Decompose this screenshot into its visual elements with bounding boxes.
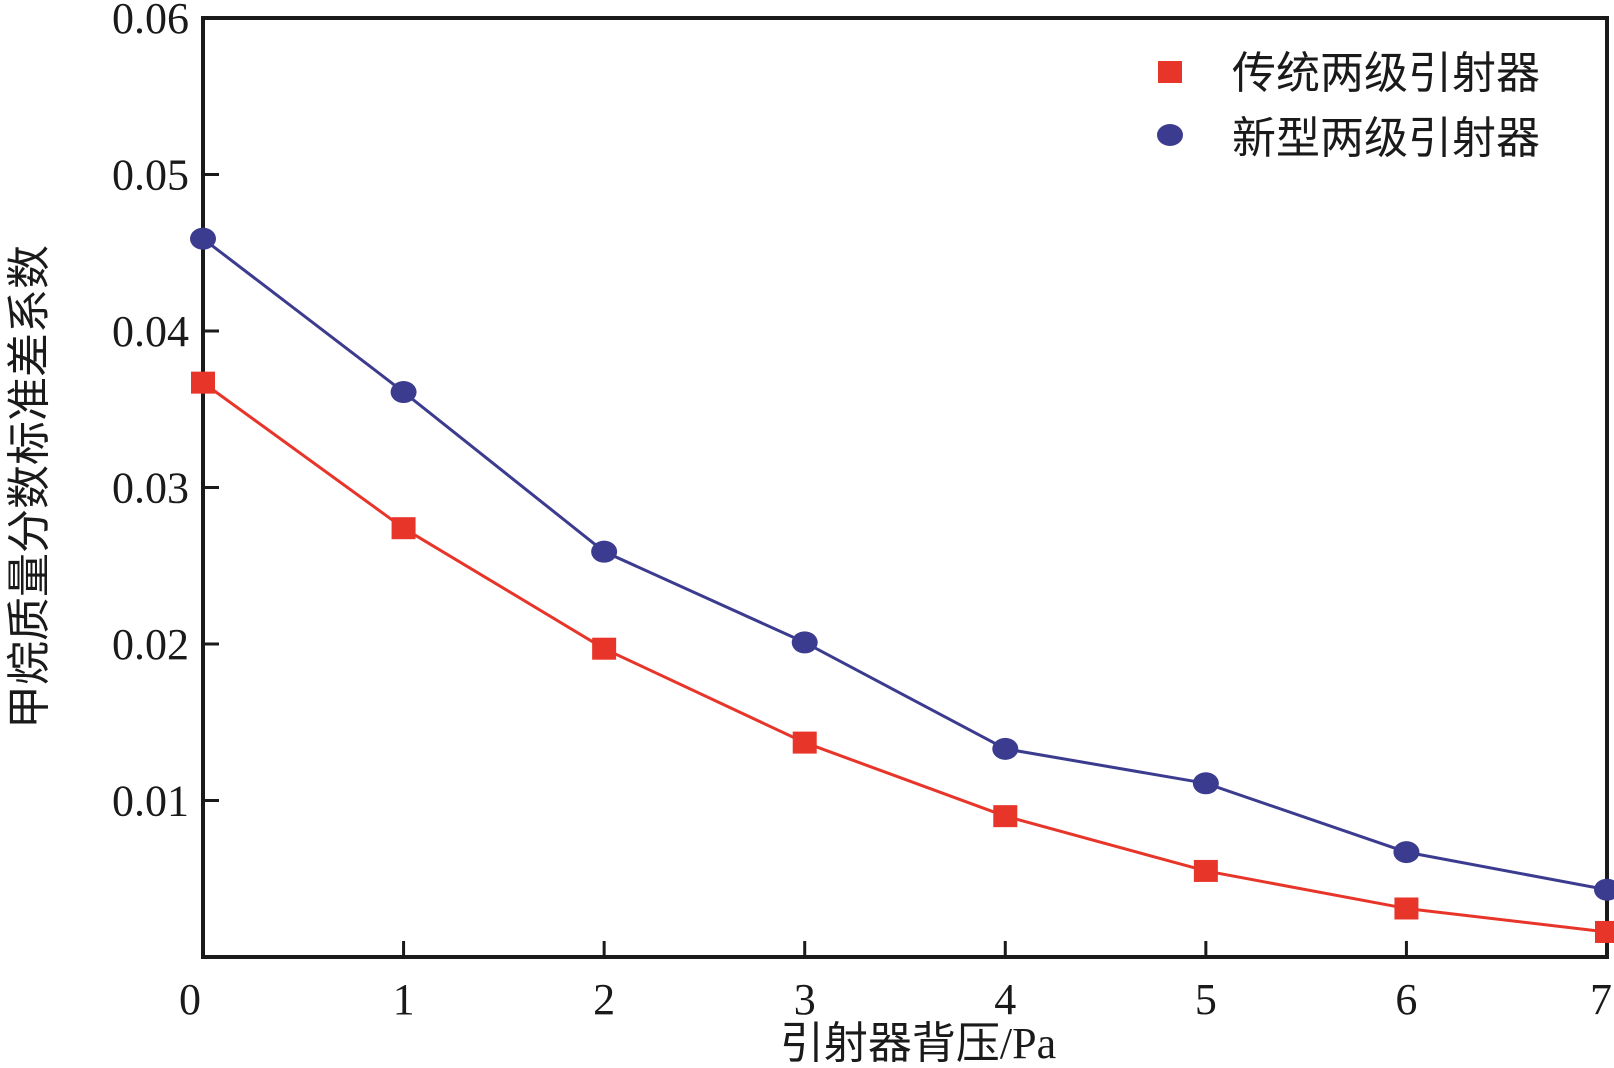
plot-area xyxy=(190,16,1614,959)
y-tick-label: 0.05 xyxy=(112,151,189,200)
x-tick-labels: 0 1 2 3 4 5 6 7 xyxy=(179,975,1612,1024)
legend-label-novel: 新型两级引射器 xyxy=(1232,114,1540,163)
y-tick-label: 0.02 xyxy=(112,620,189,669)
data-point-square xyxy=(391,517,416,540)
y-tick-labels: 0.01 0.02 0.03 0.04 0.05 0.06 xyxy=(112,0,189,826)
x-tick-label: 5 xyxy=(1195,975,1217,1024)
series-line-traditional xyxy=(202,381,1608,934)
legend: 传统两级引射器 新型两级引射器 xyxy=(1157,49,1540,163)
y-tick-label: 0.01 xyxy=(112,777,189,826)
x-axis-title: 引射器背压/Pa xyxy=(780,1019,1056,1068)
y-tick-label: 0.06 xyxy=(112,0,189,43)
x-tick-label: 6 xyxy=(1395,975,1417,1024)
x-tick-label: 4 xyxy=(994,975,1016,1024)
y-tick-label: 0.03 xyxy=(112,464,189,513)
data-point-square xyxy=(1193,859,1218,882)
data-point-square xyxy=(1394,897,1419,920)
y-tick-label: 0.04 xyxy=(112,307,189,356)
data-point-square xyxy=(1595,920,1614,943)
series-line-novel xyxy=(202,237,1608,892)
legend-circle-marker xyxy=(1157,124,1183,146)
legend-item-traditional: 传统两级引射器 xyxy=(1158,49,1540,98)
data-point-circle xyxy=(390,381,417,404)
series-layer xyxy=(190,227,1614,943)
data-point-circle xyxy=(992,737,1019,760)
x-tick-label: 2 xyxy=(593,975,615,1024)
data-point-square xyxy=(592,637,617,660)
legend-item-novel: 新型两级引射器 xyxy=(1157,114,1540,163)
data-point-square xyxy=(993,805,1018,828)
data-point-circle xyxy=(1393,841,1420,864)
x-tick-label: 7 xyxy=(1590,975,1612,1024)
tick-marks xyxy=(203,16,1408,957)
data-point-circle xyxy=(1192,772,1219,795)
data-point-circle xyxy=(591,540,618,563)
data-point-circle xyxy=(1594,878,1614,901)
legend-square-marker xyxy=(1158,61,1182,83)
legend-label-traditional: 传统两级引射器 xyxy=(1232,49,1540,98)
y-axis-title: 甲烷质量分数标准差系数 xyxy=(5,245,54,729)
x-tick-label: 0 xyxy=(179,975,201,1024)
x-tick-label: 1 xyxy=(393,975,415,1024)
data-point-circle xyxy=(791,631,818,654)
data-point-square xyxy=(792,731,817,754)
data-point-square xyxy=(191,371,215,394)
x-tick-label: 3 xyxy=(794,975,816,1024)
data-point-circle xyxy=(190,227,216,250)
